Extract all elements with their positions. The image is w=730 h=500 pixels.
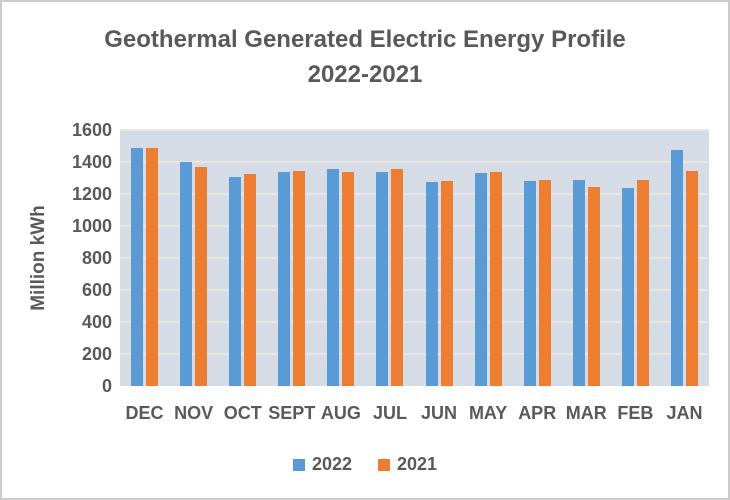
bar-2022-jan [670, 150, 683, 386]
bar-2022-feb [621, 187, 634, 386]
x-axis-label-sept: SEPT [268, 403, 316, 423]
legend: 2022 2021 [2, 454, 728, 475]
bar-2021-oct [244, 174, 257, 386]
legend-label-2022: 2022 [311, 454, 352, 474]
y-axis-tick-label: 1400 [71, 152, 112, 172]
x-axis-label-nov: NOV [174, 403, 214, 423]
x-axis-label-oct: OCT [223, 403, 262, 423]
bar-2022-nov [180, 162, 193, 386]
legend-item-2022: 2022 [292, 454, 352, 475]
y-axis-tick-label: 400 [81, 312, 112, 332]
x-axis-label-aug: AUG [320, 403, 361, 423]
legend-swatch-2022 [292, 458, 305, 471]
x-axis-label-feb: FEB [617, 403, 654, 423]
bar-2021-sept [293, 170, 306, 386]
gridline [120, 353, 709, 355]
chart-title-line2: 2022-2021 [307, 61, 423, 88]
bar-2021-feb [636, 179, 649, 386]
x-axis-tick-labels: DEC NOV OCT SEPT AUG JUL JUN MAY APR MAR FEB JAN [120, 403, 709, 427]
gridline [120, 257, 709, 259]
gridline [120, 289, 709, 291]
bar-2022-apr [523, 181, 536, 386]
bar-2021-apr [538, 179, 551, 386]
y-axis-tick-label: 800 [81, 248, 112, 268]
y-axis-tick-label: 1000 [71, 216, 112, 236]
bar-2021-jul [391, 169, 404, 386]
bar-2021-jun [440, 181, 453, 386]
bar-2021-jan [685, 170, 698, 386]
gridline [120, 193, 709, 195]
bar-2022-mar [572, 179, 585, 386]
legend-label-2021: 2021 [397, 454, 438, 474]
legend-swatch-2021 [378, 458, 390, 471]
bar-2021-mar [587, 186, 600, 386]
y-axis-tick-labels: 0 200 400 600 800 1000 1200 1400 1600 [2, 120, 112, 396]
x-axis-label-jan: JAN [666, 403, 703, 423]
y-axis-tick-label: 1600 [71, 120, 112, 140]
bar-2022-may [474, 173, 487, 386]
bar-2022-oct [229, 177, 242, 386]
y-axis-tick-label: 0 [101, 376, 112, 396]
gridline [120, 225, 709, 227]
x-axis-label-may: MAY [468, 403, 508, 423]
gridline [120, 129, 709, 131]
bar-2022-jun [425, 182, 438, 386]
bar-2022-aug [327, 169, 340, 386]
x-axis-label-dec: DEC [125, 403, 164, 423]
bar-2022-dec [131, 147, 144, 386]
bar-2021-may [489, 171, 502, 386]
chart-title-line1: Geothermal Generated Electric Energy Pro… [104, 26, 626, 53]
gridline [120, 161, 709, 163]
gridline [120, 321, 709, 323]
bar-2022-sept [278, 172, 291, 386]
legend-item-2021: 2021 [378, 454, 437, 475]
x-axis-label-jun: JUN [421, 403, 458, 423]
y-axis-tick-label: 200 [81, 344, 112, 364]
bar-2022-jul [376, 171, 389, 386]
y-axis-tick-label: 1200 [71, 184, 112, 204]
bar-2021-aug [342, 172, 355, 386]
bar-2021-dec [146, 147, 159, 386]
x-axis-label-apr: APR [518, 403, 557, 423]
bar-2021-nov [195, 166, 208, 386]
plot-area [120, 129, 709, 386]
x-axis-label-jul: JUL [372, 403, 407, 423]
chart-title: Geothermal Generated Electric Energy Pro… [2, 22, 728, 92]
x-axis-label-mar: MAR [565, 403, 607, 423]
y-axis-tick-label: 600 [81, 280, 112, 300]
